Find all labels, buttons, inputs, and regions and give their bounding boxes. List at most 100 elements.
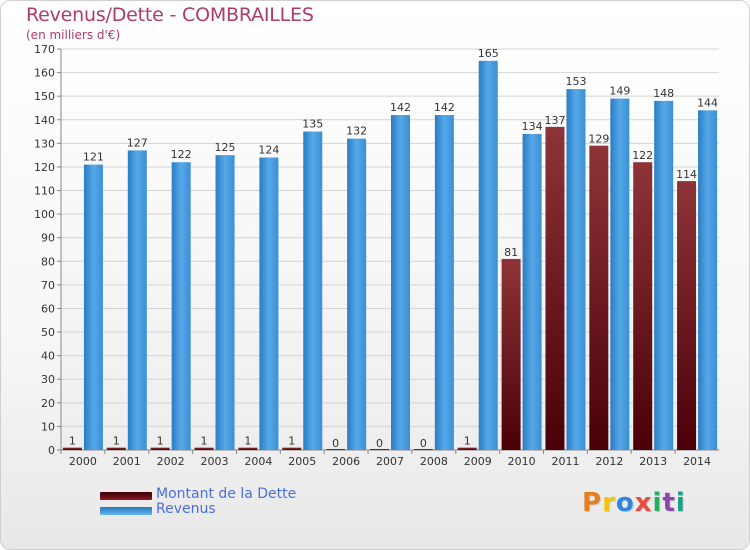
data-label-dette: 1 bbox=[157, 435, 164, 448]
x-tick-label: 2008 bbox=[420, 455, 448, 468]
x-tick-label: 2002 bbox=[157, 455, 185, 468]
y-tick-label: 80 bbox=[41, 255, 55, 268]
y-tick-label: 50 bbox=[41, 326, 55, 339]
data-label-revenus: 134 bbox=[522, 120, 543, 133]
data-label-revenus: 142 bbox=[434, 101, 455, 114]
y-tick-label: 90 bbox=[41, 232, 55, 245]
data-label-revenus: 125 bbox=[215, 141, 236, 154]
bar-revenus bbox=[347, 138, 367, 450]
data-label-dette: 1 bbox=[464, 435, 471, 448]
bar-revenus bbox=[654, 100, 674, 451]
bar-revenus bbox=[610, 98, 630, 451]
x-tick-label: 2004 bbox=[244, 455, 272, 468]
x-tick-label: 2012 bbox=[595, 455, 623, 468]
x-tick-label: 2007 bbox=[376, 455, 404, 468]
data-label-revenus: 121 bbox=[83, 151, 104, 164]
x-tick-label: 2010 bbox=[508, 455, 536, 468]
x-tick-label: 2006 bbox=[332, 455, 360, 468]
data-label-revenus: 132 bbox=[346, 125, 367, 138]
bar-dette bbox=[106, 447, 126, 450]
data-label-dette: 122 bbox=[632, 149, 653, 162]
bar-revenus bbox=[171, 162, 191, 451]
data-label-dette: 1 bbox=[244, 435, 251, 448]
chart-subtitle: (en milliers d'€) bbox=[26, 28, 121, 42]
y-tick-label: 70 bbox=[41, 279, 55, 292]
legend-label-revenus: Revenus bbox=[156, 501, 216, 517]
data-label-revenus: 124 bbox=[258, 144, 279, 157]
legend-label-dette: Montant de la Dette bbox=[156, 486, 297, 502]
bar-dette bbox=[633, 162, 653, 451]
logo-letter: i bbox=[675, 488, 686, 518]
y-tick-label: 160 bbox=[34, 67, 55, 80]
plot-area bbox=[61, 49, 719, 450]
bar-dette bbox=[413, 449, 433, 450]
bar-revenus bbox=[303, 131, 323, 450]
data-label-revenus: 144 bbox=[697, 96, 718, 109]
data-label-dette: 1 bbox=[288, 435, 295, 448]
data-label-dette: 0 bbox=[420, 437, 427, 450]
logo-letter: P bbox=[582, 488, 603, 518]
x-tick-label: 2009 bbox=[464, 455, 492, 468]
bar-revenus bbox=[522, 133, 542, 450]
data-label-dette: 1 bbox=[69, 435, 76, 448]
bar-dette bbox=[370, 449, 389, 450]
bar-dette bbox=[457, 447, 477, 450]
x-tick-label: 2000 bbox=[69, 455, 97, 468]
bar-dette bbox=[238, 447, 258, 450]
bar-dette bbox=[677, 181, 697, 450]
data-label-dette: 0 bbox=[376, 437, 383, 450]
data-label-dette: 81 bbox=[504, 246, 518, 259]
y-tick-label: 60 bbox=[41, 302, 55, 315]
data-label-revenus: 148 bbox=[653, 87, 674, 100]
y-tick-label: 100 bbox=[34, 208, 55, 221]
x-tick-label: 2003 bbox=[201, 455, 229, 468]
bar-dette bbox=[545, 126, 565, 450]
y-tick-label: 120 bbox=[34, 161, 55, 174]
proxiti-logo: Proxiti bbox=[582, 488, 686, 518]
bar-dette bbox=[501, 258, 521, 450]
bar-dette bbox=[62, 447, 82, 450]
y-tick-label: 150 bbox=[34, 90, 55, 103]
data-label-dette: 1 bbox=[113, 435, 120, 448]
y-tick-label: 110 bbox=[34, 185, 55, 198]
bar-revenus bbox=[698, 110, 718, 451]
bar-revenus bbox=[391, 115, 410, 450]
data-label-dette: 129 bbox=[588, 133, 609, 146]
legend-swatch-dette bbox=[100, 492, 152, 500]
bar-revenus bbox=[215, 155, 235, 450]
bar-dette bbox=[326, 449, 346, 450]
bar-dette bbox=[150, 447, 170, 450]
data-label-dette: 1 bbox=[201, 435, 208, 448]
bar-revenus bbox=[83, 164, 103, 451]
x-tick-label: 2014 bbox=[683, 455, 711, 468]
bar-revenus bbox=[434, 115, 454, 450]
y-tick-label: 0 bbox=[48, 444, 55, 457]
logo-letter: t bbox=[662, 488, 676, 518]
y-tick-label: 20 bbox=[41, 397, 55, 410]
data-label-dette: 137 bbox=[544, 114, 565, 127]
x-tick-label: 2005 bbox=[288, 455, 316, 468]
y-tick-label: 170 bbox=[34, 43, 55, 56]
bar-dette bbox=[282, 447, 302, 450]
logo-letter: r bbox=[602, 488, 616, 518]
y-tick-label: 10 bbox=[41, 420, 55, 433]
legend-swatch-revenus bbox=[100, 507, 152, 515]
data-label-revenus: 122 bbox=[171, 148, 192, 161]
y-tick-label: 30 bbox=[41, 373, 55, 386]
data-label-revenus: 165 bbox=[478, 47, 499, 60]
bar-dette bbox=[194, 447, 214, 450]
y-tick-label: 40 bbox=[41, 350, 55, 363]
data-label-revenus: 153 bbox=[565, 75, 586, 88]
bar-dette bbox=[589, 145, 609, 450]
data-label-revenus: 135 bbox=[302, 118, 323, 131]
chart-title: Revenus/Dette - COMBRAILLES bbox=[26, 4, 314, 26]
data-label-dette: 0 bbox=[332, 437, 339, 450]
data-label-revenus: 142 bbox=[390, 101, 411, 114]
data-label-revenus: 127 bbox=[127, 136, 148, 149]
logo-letter: i bbox=[652, 488, 663, 518]
bar-revenus bbox=[127, 150, 147, 450]
y-tick-label: 140 bbox=[34, 114, 55, 127]
bar-revenus bbox=[566, 89, 586, 450]
logo-letter: o bbox=[615, 488, 635, 518]
